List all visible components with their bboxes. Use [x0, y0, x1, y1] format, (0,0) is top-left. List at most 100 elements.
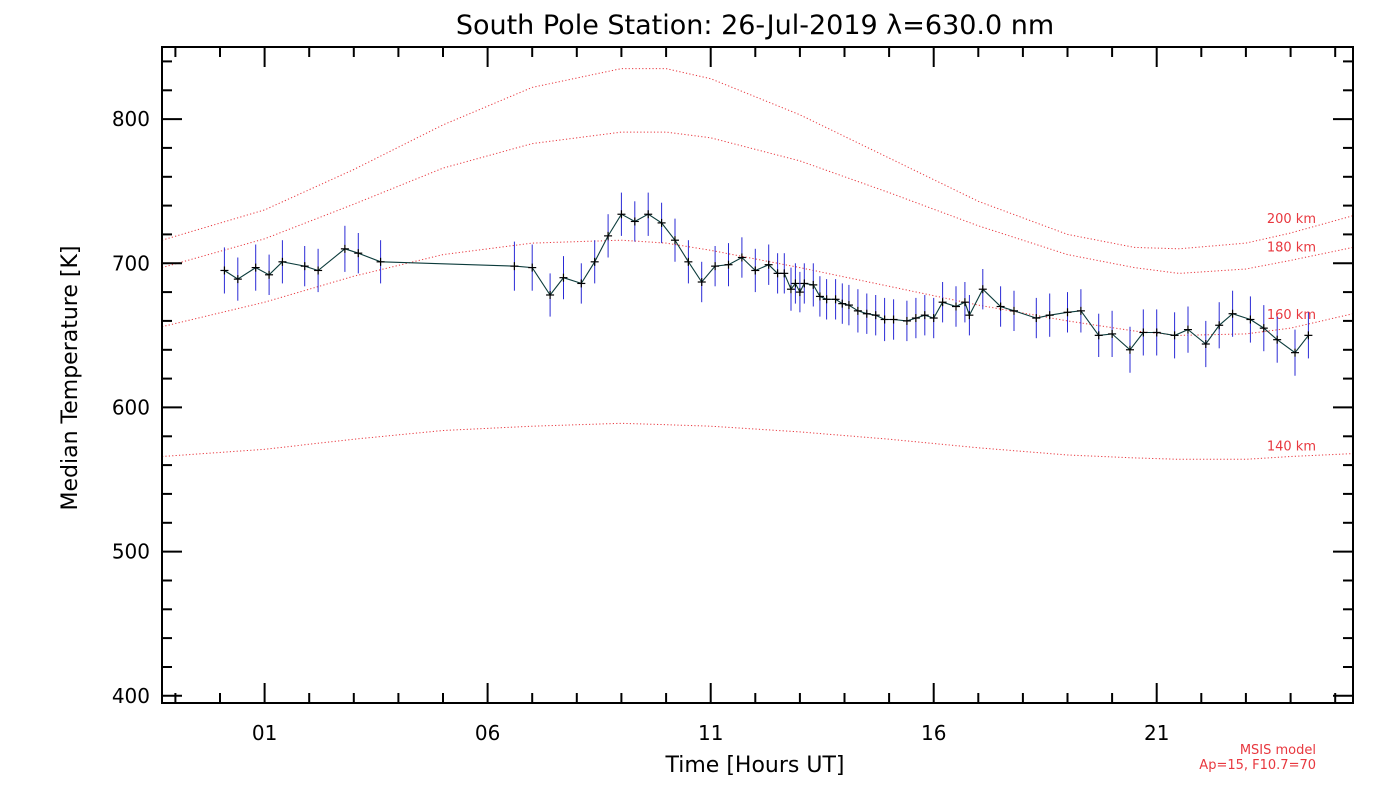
model-note-line-1: MSIS model	[1240, 743, 1316, 758]
data-point	[902, 316, 911, 325]
x-tick-label: 16	[921, 721, 946, 745]
data-point	[670, 236, 679, 245]
data-point	[780, 269, 789, 278]
y-tick-label: 600	[112, 395, 150, 419]
model-curve-labels: 200 km 180 km 160 km 140 km	[1267, 212, 1316, 455]
model-label-140km: 140 km	[1267, 440, 1316, 455]
data-point	[1170, 331, 1179, 340]
data-point	[528, 263, 537, 272]
data-point	[220, 266, 229, 275]
data-point	[1291, 348, 1300, 357]
data-point	[1215, 321, 1224, 330]
data-point	[1139, 328, 1148, 337]
data-point	[724, 260, 733, 269]
data-point	[1183, 325, 1192, 334]
data-point	[546, 290, 555, 299]
data-point	[786, 285, 795, 294]
data-point	[965, 311, 974, 320]
data-point	[1304, 331, 1313, 340]
data-point	[791, 279, 800, 288]
model-curves	[161, 68, 1354, 460]
data-point	[251, 263, 260, 272]
data-point	[1273, 335, 1282, 344]
data-point	[376, 257, 385, 266]
data-point	[354, 249, 363, 258]
x-tick-label: 06	[475, 721, 500, 745]
data-point	[1152, 328, 1161, 337]
data-point	[1009, 306, 1018, 315]
data-point	[711, 262, 720, 271]
data-point	[1063, 308, 1072, 317]
y-tick-label: 400	[112, 684, 150, 708]
model-label-180km: 180 km	[1267, 241, 1316, 256]
data-point	[1032, 314, 1041, 323]
data-point	[773, 269, 782, 278]
x-tick-label: 11	[698, 721, 723, 745]
model-note-line-2: Ap=15, F10.7=70	[1199, 758, 1316, 773]
data-point	[952, 302, 960, 311]
data-point	[630, 217, 639, 226]
data-point	[764, 260, 773, 269]
axis-tick-labels: 400 500 600 700 800 01 06 11 16 21	[112, 107, 1170, 745]
data-point	[657, 218, 666, 227]
series-line	[224, 213, 1309, 354]
data-point	[737, 253, 746, 262]
data-point	[880, 315, 889, 324]
error-bars	[223, 192, 1309, 376]
x-tick-label: 21	[1144, 721, 1169, 745]
model-curve-200km	[161, 68, 1354, 250]
data-point	[751, 266, 760, 275]
data-point	[978, 285, 987, 294]
data-point	[644, 210, 653, 219]
data-point	[278, 257, 287, 266]
data-points	[220, 210, 1313, 357]
data-point	[1094, 331, 1103, 340]
data-point	[809, 280, 818, 289]
data-point	[340, 244, 349, 253]
model-label-160km: 160 km	[1267, 308, 1316, 323]
y-axis-label: Median Temperature [K]	[58, 246, 83, 511]
data-point	[1076, 306, 1085, 315]
data-point	[233, 275, 242, 284]
data-point	[1228, 309, 1237, 318]
data-point	[300, 262, 309, 271]
data-point	[800, 279, 809, 288]
data-point	[590, 257, 599, 266]
data-point	[815, 292, 824, 301]
y-tick-label: 800	[112, 107, 150, 131]
axis-ticks	[162, 47, 1353, 703]
data-point	[697, 278, 706, 287]
data-point	[862, 309, 871, 318]
chart-title: South Pole Station: 26-Jul-2019 λ=630.0 …	[456, 10, 1054, 41]
data-point	[617, 210, 626, 219]
data-point	[684, 257, 693, 266]
data-point	[604, 231, 613, 240]
model-curve-140km	[161, 422, 1354, 460]
data-point	[844, 301, 853, 310]
model-curve-180km	[161, 131, 1354, 274]
x-axis-label: Time [Hours UT]	[665, 753, 845, 778]
model-label-200km: 200 km	[1267, 212, 1316, 227]
data-point	[1125, 345, 1134, 354]
data-point	[920, 311, 929, 320]
data-series	[224, 213, 1309, 354]
data-point	[838, 299, 847, 308]
data-point	[831, 295, 840, 304]
data-point	[871, 311, 880, 320]
data-point	[510, 262, 519, 271]
plot-frame	[161, 46, 1354, 704]
data-point	[822, 295, 831, 304]
data-point	[911, 314, 920, 323]
data-point	[889, 315, 898, 324]
data-point	[960, 298, 969, 307]
data-point	[795, 288, 804, 297]
data-point	[314, 266, 323, 275]
y-tick-label: 700	[112, 251, 150, 275]
data-point	[1259, 324, 1268, 333]
y-tick-label: 500	[112, 540, 150, 564]
model-curve-160km	[161, 239, 1354, 336]
data-point	[265, 270, 274, 279]
data-point	[996, 302, 1005, 311]
data-point	[1246, 315, 1255, 324]
